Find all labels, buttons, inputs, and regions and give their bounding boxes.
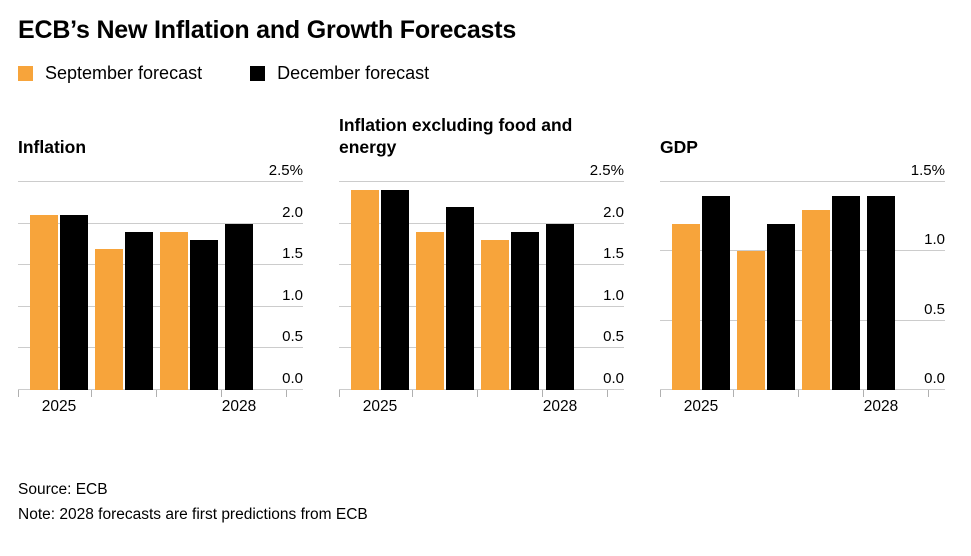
bar-december-forecast <box>446 206 474 390</box>
note-text: Note: 2028 forecasts are first predictio… <box>18 506 368 523</box>
bar-december-forecast <box>190 240 218 390</box>
bar-september-forecast <box>351 190 379 390</box>
bar-september-forecast <box>416 231 444 390</box>
y-axis-label: 0.5 <box>603 328 624 346</box>
y-axis-label: 1.5 <box>603 245 624 263</box>
y-axis-label: 1.0 <box>924 231 945 249</box>
x-axis-label: 2025 <box>683 398 719 415</box>
charts-row: Inflation 2.5% 2.0 1.5 1.0 0.5 0.0 2025 2028 In… <box>18 100 945 415</box>
bar-september-forecast <box>672 223 700 390</box>
plot-area: 2.5% 2.0 1.5 1.0 0.5 0.0 2025 2028 <box>18 163 303 415</box>
legend-swatch-september-icon <box>18 66 33 81</box>
x-axis-tick <box>660 390 661 397</box>
x-axis-tick <box>91 390 92 397</box>
x-axis-tick <box>542 390 543 397</box>
x-axis-tick <box>156 390 157 397</box>
legend-label-december: December forecast <box>277 63 430 83</box>
bar-december-forecast <box>225 223 253 390</box>
bar-december-forecast <box>832 195 860 390</box>
x-axis-tick <box>928 390 929 397</box>
page-title: ECB’s New Inflation and Growth Forecasts <box>18 16 517 44</box>
gridline <box>660 181 945 182</box>
bar-december-forecast <box>125 231 153 390</box>
legend: September forecast December forecast <box>18 63 477 84</box>
x-axis-tick <box>863 390 864 397</box>
bar-december-forecast <box>381 190 409 390</box>
x-axis-label: 2028 <box>221 398 257 415</box>
gridline <box>18 181 303 182</box>
x-axis-label: 2028 <box>542 398 578 415</box>
y-axis-label: 1.0 <box>603 286 624 304</box>
x-axis-tick <box>339 390 340 397</box>
x-axis-tick <box>286 390 287 397</box>
gridline <box>339 222 624 224</box>
y-axis-label: 0.5 <box>282 328 303 346</box>
source-text: Source: ECB <box>18 481 108 498</box>
plot-area: 2.5% 2.0 1.5 1.0 0.5 0.0 2025 2028 <box>339 163 624 415</box>
x-axis-label: 2028 <box>863 398 899 415</box>
x-axis-tick <box>798 390 799 397</box>
y-axis-label: 1.0 <box>282 286 303 304</box>
y-axis-label: 0.0 <box>924 370 945 387</box>
x-axis-tick <box>607 390 608 397</box>
gridline <box>18 222 303 224</box>
bar-september-forecast <box>737 251 765 390</box>
y-axis-label: 2.5% <box>268 162 303 179</box>
y-axis-label: 2.0 <box>603 203 624 221</box>
bar-september-forecast <box>802 209 830 390</box>
x-axis-tick <box>733 390 734 397</box>
chart-panel-inflation: Inflation 2.5% 2.0 1.5 1.0 0.5 0.0 2025 2028 <box>18 100 303 415</box>
y-axis-label: 0.0 <box>603 370 624 387</box>
legend-item-december: December forecast <box>250 63 429 84</box>
bar-december-forecast <box>867 195 895 390</box>
y-axis-label: 2.5% <box>589 162 624 179</box>
y-axis-label: 0.0 <box>282 370 303 387</box>
y-axis-label: 0.5 <box>924 300 945 318</box>
chart-title: GDP <box>660 137 698 157</box>
legend-swatch-december-icon <box>250 66 266 81</box>
x-axis-tick <box>412 390 413 397</box>
bar-september-forecast <box>160 231 188 390</box>
x-axis-tick <box>18 390 19 397</box>
x-axis-label: 2025 <box>41 398 77 415</box>
bar-september-forecast <box>30 215 58 390</box>
gridline <box>339 181 624 182</box>
plot-area: 1.5% 1.0 0.5 0.0 2025 2028 <box>660 163 945 415</box>
chart-title: Inflation <box>18 137 87 157</box>
bar-december-forecast <box>702 195 730 390</box>
legend-item-september: September forecast <box>18 63 202 84</box>
bar-december-forecast <box>546 223 574 390</box>
y-axis-label: 2.0 <box>282 203 303 221</box>
bar-december-forecast <box>511 231 539 390</box>
bar-december-forecast <box>60 215 88 390</box>
chart-title: Inflation excluding food and energy <box>339 115 573 157</box>
x-axis-tick <box>221 390 222 397</box>
bar-september-forecast <box>481 240 509 390</box>
x-axis-label: 2025 <box>362 398 398 415</box>
chart-panel-core-inflation: Inflation excluding food and energy 2.5%… <box>339 100 624 415</box>
chart-panel-gdp: GDP 1.5% 1.0 0.5 0.0 2025 2028 <box>660 100 945 415</box>
y-axis-label: 1.5 <box>282 245 303 263</box>
y-axis-label: 1.5% <box>910 162 945 179</box>
x-axis-tick <box>477 390 478 397</box>
bar-september-forecast <box>95 248 123 390</box>
bar-december-forecast <box>767 223 795 390</box>
legend-label-september: September forecast <box>45 63 203 83</box>
